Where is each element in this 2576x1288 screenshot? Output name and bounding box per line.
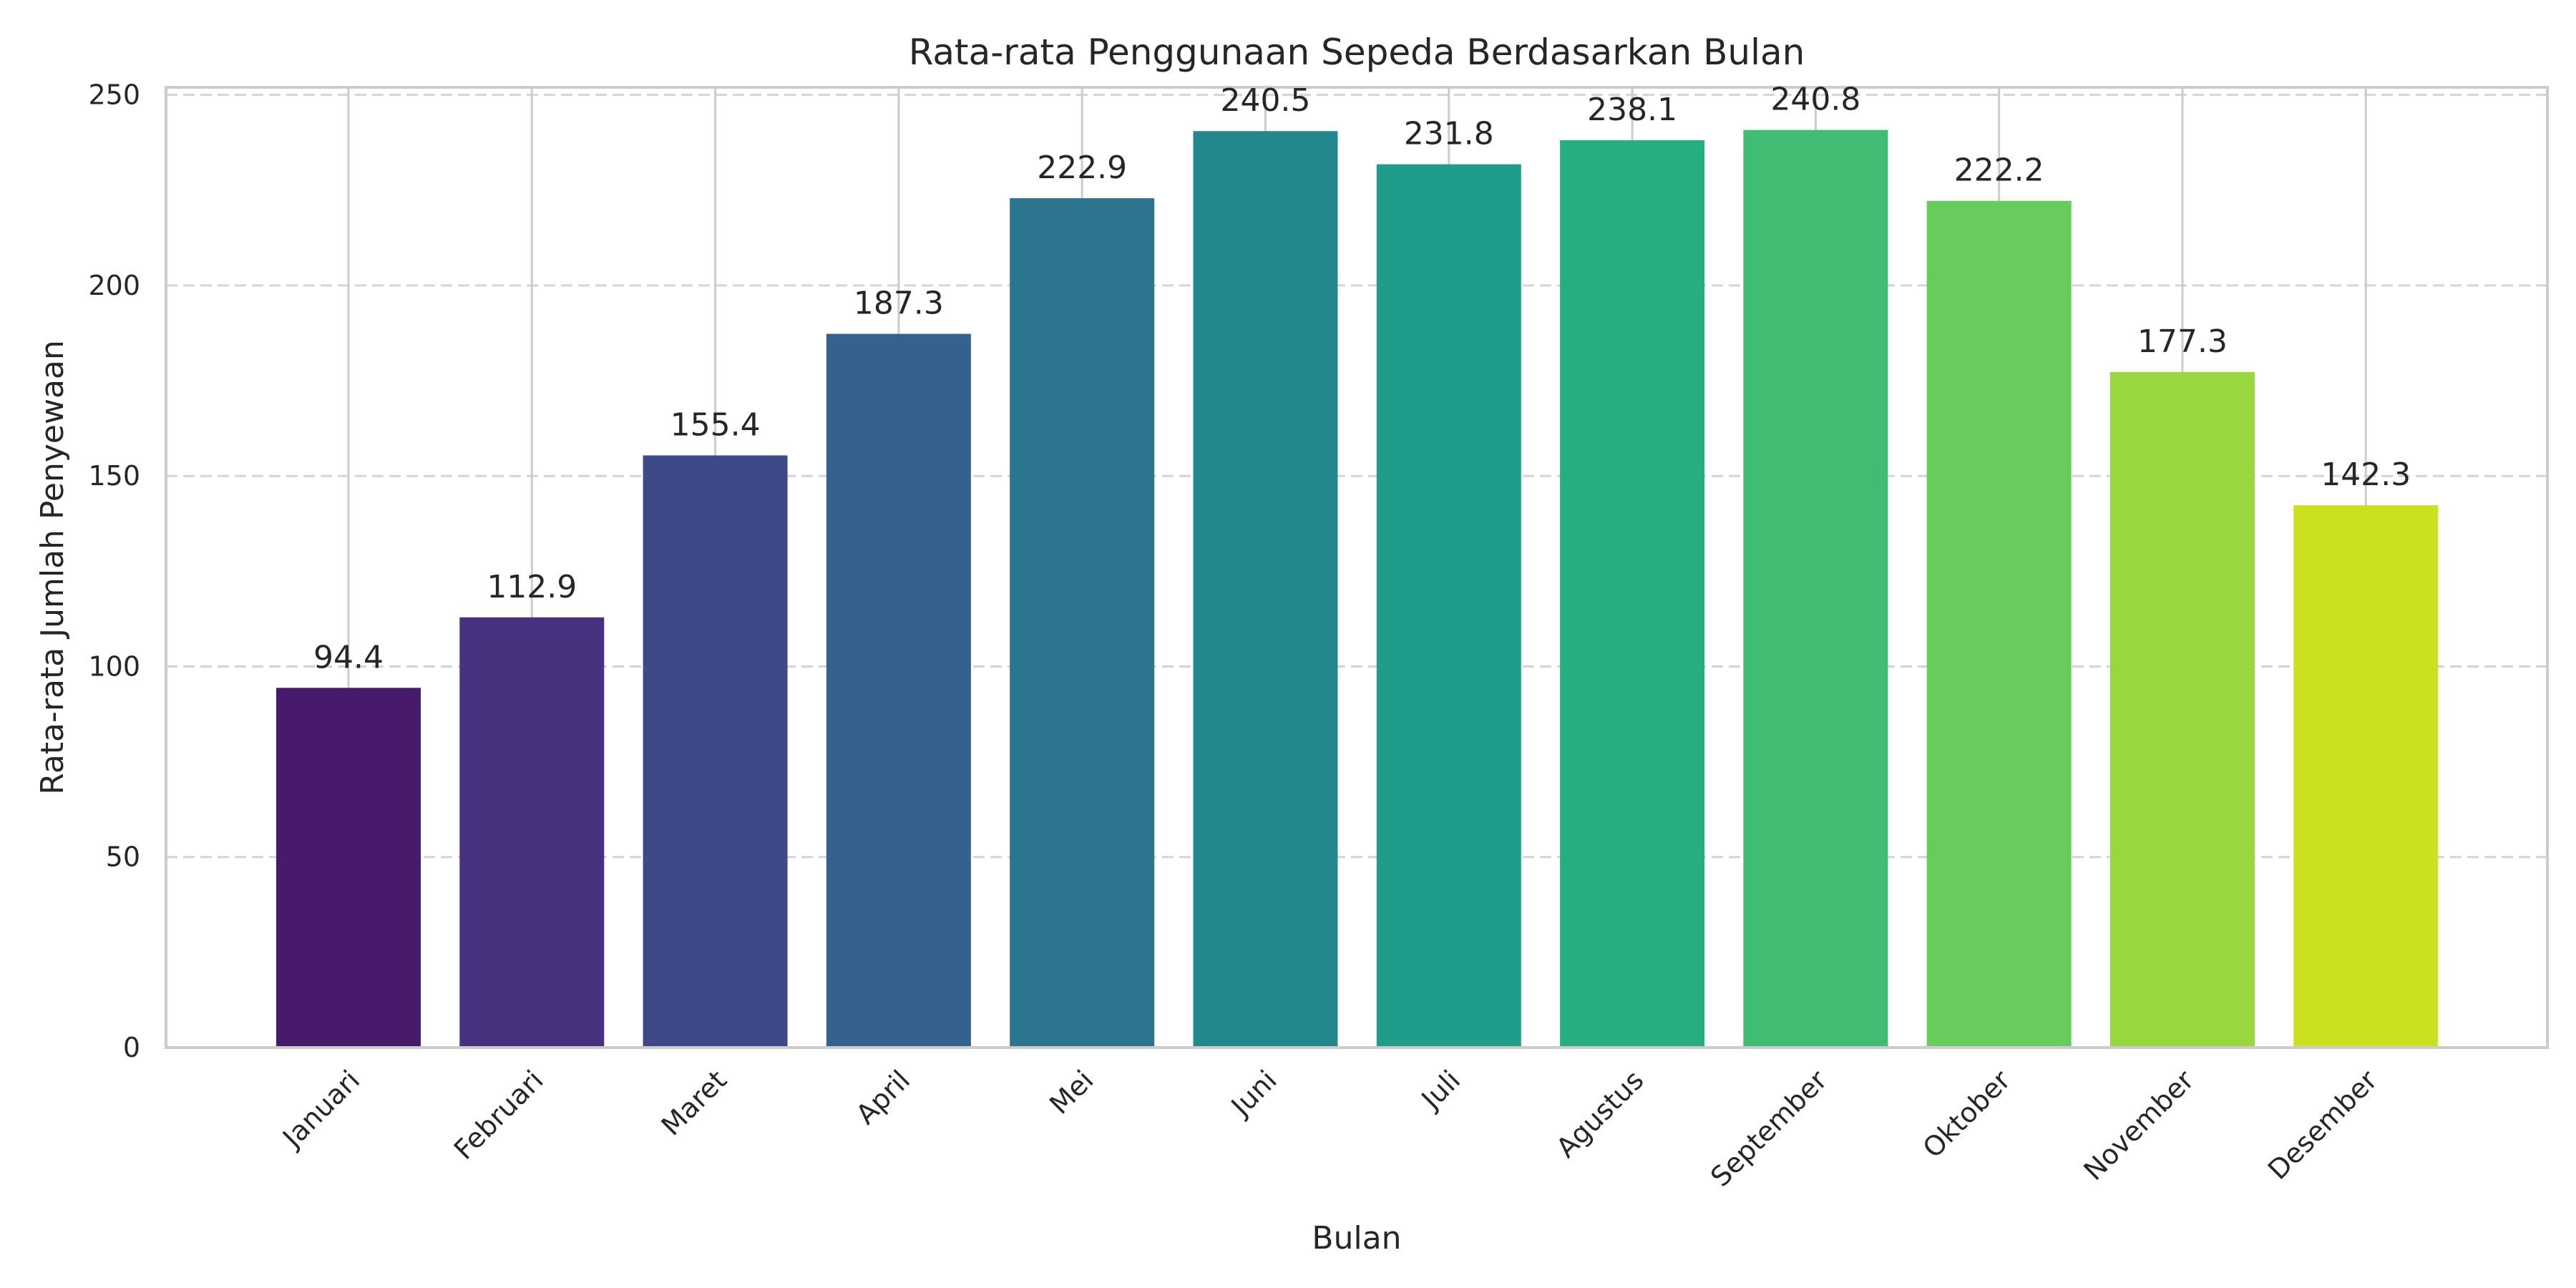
bar-value-label: 222.2 [1954,152,2044,189]
bar-value-label: 112.9 [487,569,577,605]
bar [1376,164,1521,1048]
x-tick-label: Oktober [1917,1064,2017,1164]
bar [1560,140,1705,1048]
bar [1926,200,2072,1048]
x-tick-label: Juni [1224,1064,1283,1123]
x-tick-label: April [850,1064,917,1131]
x-tick-label: Desember [2262,1064,2384,1186]
bar-value-label: 94.4 [313,639,384,675]
bar [459,617,605,1048]
bar-value-label: 142.3 [2321,457,2411,493]
x-tick-label: September [1704,1064,1833,1193]
bar [276,688,421,1048]
bar-value-label: 155.4 [670,406,761,443]
bar [2110,371,2255,1048]
bar-value-label: 187.3 [854,286,944,322]
x-tick-label: Juli [1415,1064,1466,1116]
bar-value-label: 238.1 [1587,92,1677,128]
bar [826,333,971,1048]
bar-value-label: 177.3 [2137,323,2228,360]
plot-frame [165,86,2549,1049]
bar [1010,197,1155,1048]
x-tick-label: Mei [1043,1064,1099,1120]
bar-value-label: 240.5 [1221,82,1311,119]
y-tick-label: 100 [88,650,140,682]
y-tick-label: 0 [123,1032,140,1063]
y-tick-label: 50 [106,841,140,873]
x-tick-label: Agustus [1550,1064,1649,1163]
bar [2293,505,2439,1048]
bar-value-label: 231.8 [1404,116,1494,152]
chart-title: Rata-rata Penggunaan Sepeda Berdasarkan … [909,31,1805,73]
bar-value-label: 222.9 [1037,150,1127,186]
bar [1743,130,1888,1048]
y-axis-label: Rata-rata Jumlah Penyewaan [34,340,71,795]
x-tick-label: Februari [448,1064,550,1166]
bar [643,455,788,1048]
y-tick-label: 250 [88,79,140,111]
bar-value-label: 240.8 [1770,82,1860,118]
bar [1193,131,1338,1048]
x-tick-label: Januari [275,1064,366,1154]
x-tick-label: Maret [655,1064,733,1141]
x-tick-label: November [2077,1064,2200,1186]
y-tick-label: 200 [88,270,140,301]
y-tick-label: 150 [88,460,140,492]
x-axis-label: Bulan [1312,1220,1401,1257]
